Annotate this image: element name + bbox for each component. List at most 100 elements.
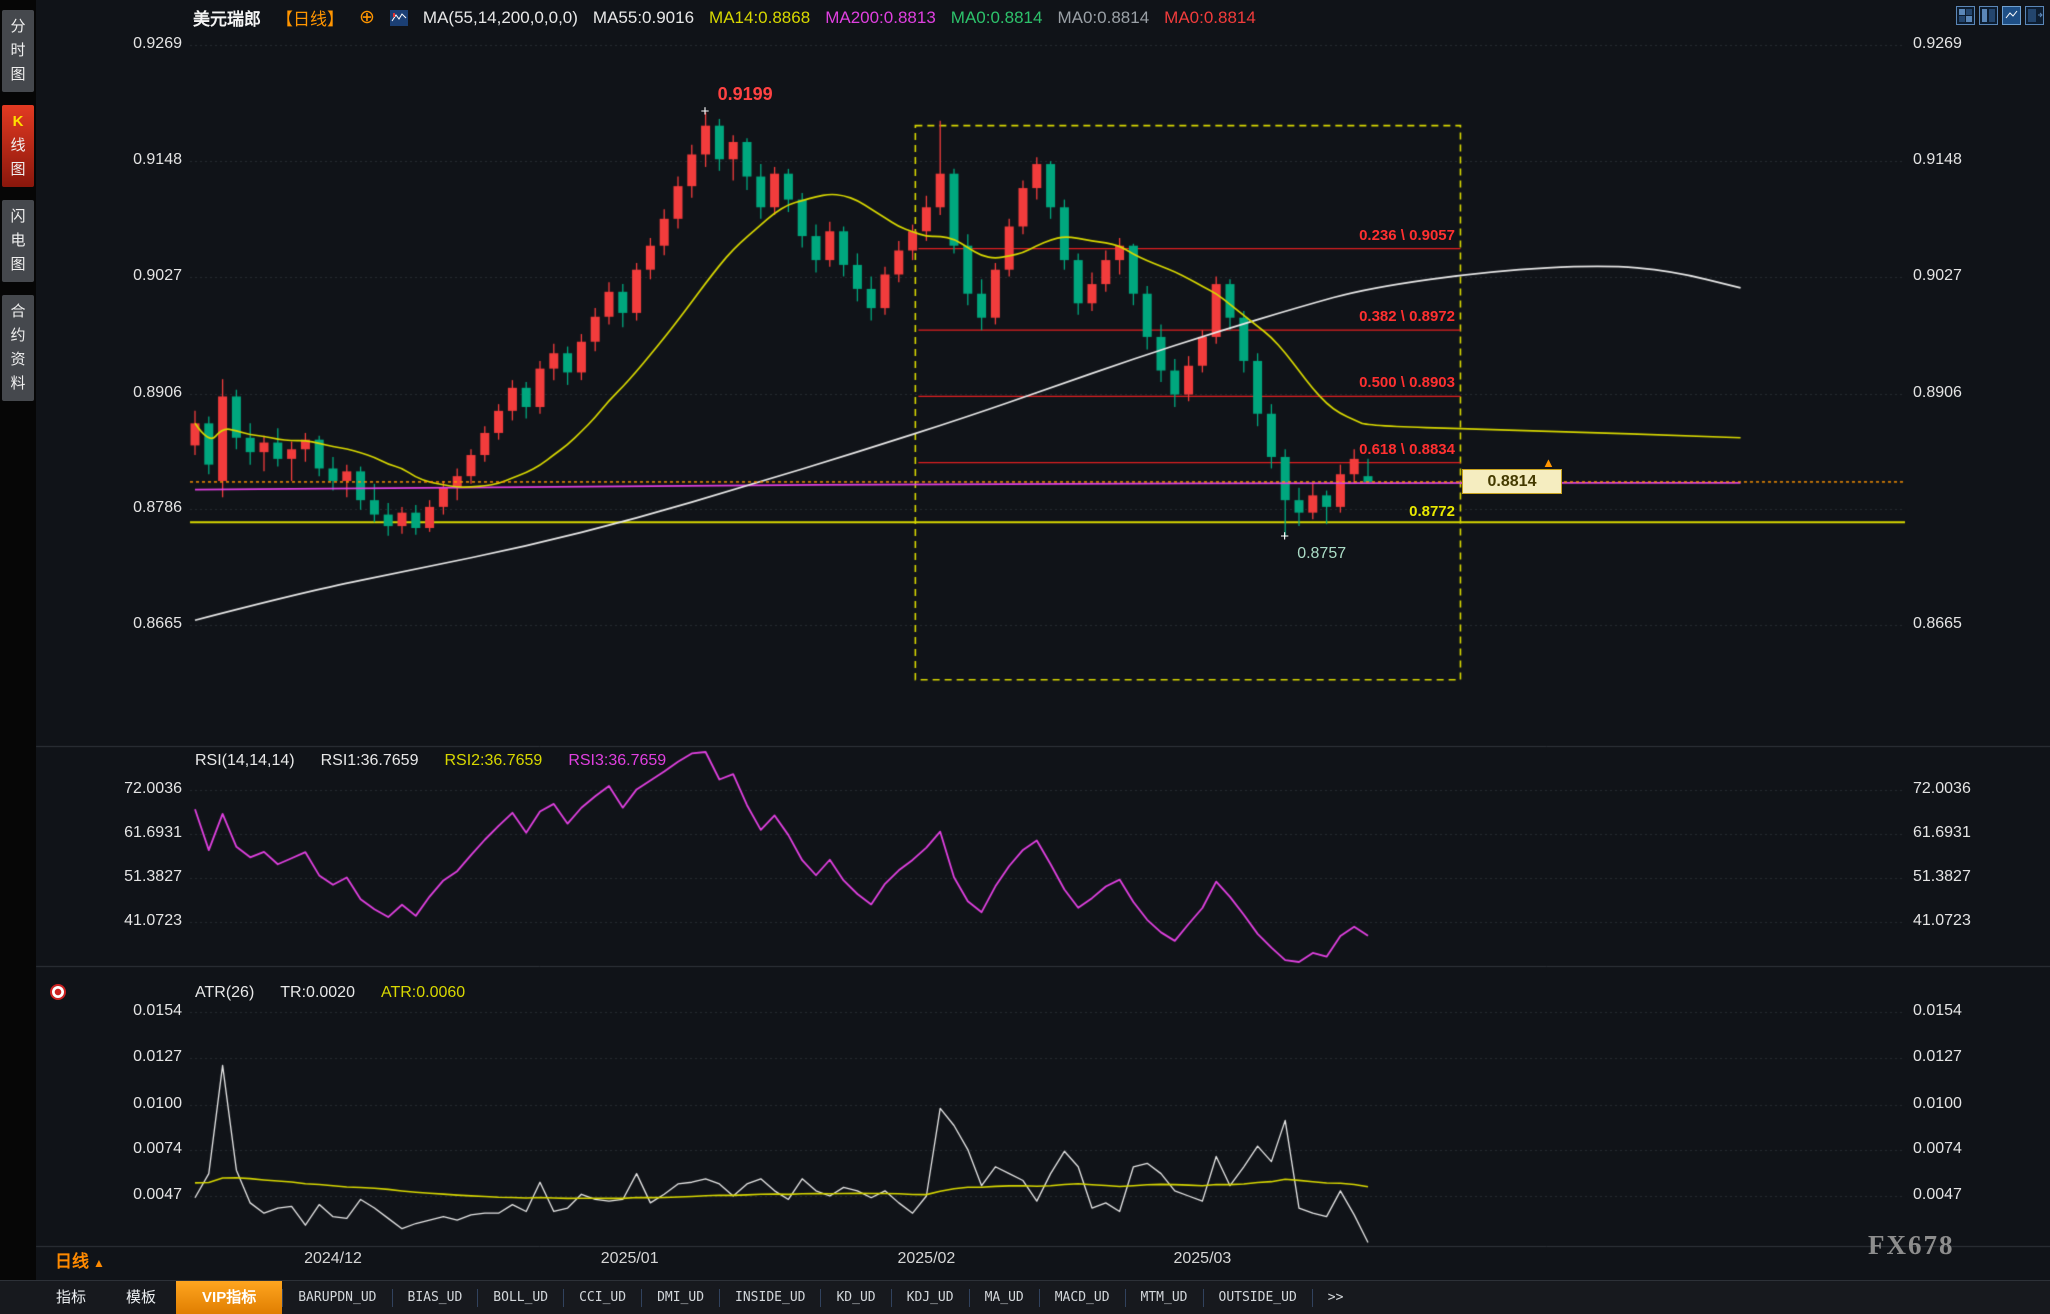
high-marker-icon: +	[700, 103, 710, 121]
atr-axis-label: 0.0127	[1913, 1048, 1962, 1066]
x-axis-date: 2024/12	[304, 1250, 362, 1267]
price-axis-label: 0.8906	[1913, 383, 1962, 401]
fib-level-label: 0.382 \ 0.8972	[1359, 308, 1455, 326]
rsi-value-label-3: RSI3:36.7659	[568, 752, 667, 769]
toolbar-tab-VIP指标[interactable]: VIP指标	[176, 1280, 283, 1314]
ma-value-label-1: MA55:0.9016	[592, 7, 695, 27]
ma-settings-label: MA(55,14,200,0,0,0)	[422, 7, 578, 27]
atr-title: ATR(26)	[195, 984, 255, 1001]
rsi-axis-label: 72.0036	[124, 780, 182, 797]
atr-value-label-1: TR:0.0020	[280, 984, 355, 1001]
rsi-header: RSI(14,14,14) RSI1:36.7659 RSI2:36.7659 RS…	[195, 752, 666, 770]
rsi-axis-label: 61.6931	[1913, 824, 1971, 841]
sidebar-item-contract-info[interactable]: 合约资料	[2, 295, 34, 401]
toolbar-indicator-MA_UD[interactable]: MA_UD	[968, 1288, 1039, 1307]
low-price-label: 0.8757	[1297, 544, 1347, 562]
ma-value-label-5: MA0:0.8814	[1057, 7, 1150, 27]
atr-axis-label: 0.0074	[1913, 1139, 1962, 1157]
toolbar-indicator-CCI_UD[interactable]: CCI_UD	[563, 1288, 641, 1307]
chevron-up-icon: ▲	[93, 1256, 105, 1270]
atr-axis-label: 0.0074	[133, 1139, 182, 1157]
period-selector[interactable]: 日线 ▲	[55, 1247, 105, 1272]
rsi-value-label-1: RSI1:36.7659	[320, 752, 419, 769]
toolbar-indicator-KD_UD[interactable]: KD_UD	[820, 1288, 890, 1307]
price-axis-label: 0.8665	[1913, 615, 1962, 632]
toolbar-indicator-BOLL_UD[interactable]: BOLL_UD	[477, 1288, 563, 1307]
price-axis-label: 0.9148	[133, 151, 182, 169]
atr-header: ATR(26) TR:0.0020 ATR:0.0060	[195, 984, 465, 1002]
toolbar-tab-指标[interactable]: 指标	[56, 1288, 87, 1306]
toolbar-indicator-MTM_UD[interactable]: MTM_UD	[1124, 1288, 1203, 1307]
price-axis-label: 0.8786	[133, 498, 182, 516]
layout-panel-icon[interactable]	[2025, 6, 2044, 25]
toolbar-indicator-OUTSIDE_UD[interactable]: OUTSIDE_UD	[1202, 1288, 1312, 1307]
period-selector-label: 日线	[55, 1252, 89, 1271]
fib-level-label: 0.618 \ 0.8834	[1359, 440, 1455, 458]
ma-value-label-6: MA0:0.8814	[1164, 7, 1256, 27]
rsi-value-label-2: RSI2:36.7659	[444, 752, 543, 769]
support-level-label: 0.8772	[1409, 503, 1455, 521]
price-axis-label: 0.8906	[133, 383, 182, 401]
ma-value-label-3: MA200:0.8813	[825, 7, 936, 27]
period-label: 【日线】	[276, 10, 344, 29]
rsi-title: RSI(14,14,14)	[195, 752, 295, 769]
rsi-axis-label: 41.0723	[1913, 912, 1971, 929]
atr-axis-label: 0.0047	[1913, 1186, 1962, 1203]
toolbar-indicator-INSIDE_UD[interactable]: INSIDE_UD	[719, 1288, 820, 1307]
price-axis-label: 0.9148	[1913, 151, 1962, 169]
toolbar-indicator-BIAS_UD[interactable]: BIAS_UD	[391, 1288, 478, 1307]
layout-columns-icon[interactable]	[1979, 6, 1998, 25]
toolbar-indicator-BARUPDN_UD[interactable]: BARUPDN_UD	[282, 1288, 391, 1307]
sidebar-item-lightning-chart[interactable]: 闪电图	[2, 200, 34, 282]
rsi-axis-label: 51.3827	[1913, 868, 1971, 885]
current-price-tag: 0.8814	[1462, 468, 1562, 494]
ma-values: MA55:0.9016 MA14:0.8868 MA200:0.8813 MA0:0.…	[593, 8, 1256, 28]
indicator-marker-icon[interactable]	[50, 984, 66, 1000]
layout-chart-icon[interactable]	[2002, 6, 2021, 25]
rsi-axis-label: 72.0036	[1913, 780, 1971, 797]
fib-level-label: 0.500 \ 0.8903	[1359, 374, 1455, 392]
price-axis-label: 0.9027	[133, 267, 182, 285]
chart-header: 美元瑞郎 【日线】 ⊕ MA(55,14,200,0,0,0) MA55:0.9…	[193, 5, 1256, 30]
candle-style-icon[interactable]	[389, 9, 408, 26]
rsi-axis-label: 41.0723	[124, 912, 182, 929]
x-axis-date: 2025/01	[600, 1250, 659, 1267]
ma-value-label-2: MA14:0.8868	[709, 7, 811, 27]
layout-quad-icon[interactable]	[1956, 6, 1975, 25]
atr-axis-label: 0.0154	[1913, 1002, 1962, 1019]
ma-value-label-4: MA0:0.8814	[950, 7, 1043, 27]
atr-axis-label: 0.0100	[133, 1094, 182, 1112]
price-pointer-icon: ▲	[1542, 454, 1555, 470]
toolbar-indicator-MACD_UD[interactable]: MACD_UD	[1038, 1288, 1125, 1307]
fib-level-label: 0.236 \ 0.9057	[1359, 226, 1455, 244]
sidebar-item-intraday-chart[interactable]: 分时图	[2, 10, 34, 92]
symbol-title: 美元瑞郎	[193, 10, 261, 29]
atr-value-label-2: ATR:0.0060	[380, 984, 466, 1001]
toolbar-tab-模板[interactable]: 模板	[126, 1288, 157, 1306]
atr-axis-label: 0.0047	[133, 1186, 182, 1203]
price-axis-label: 0.9269	[1913, 35, 1962, 52]
toolbar-indicator-DMI_UD[interactable]: DMI_UD	[641, 1288, 719, 1307]
layout-icons	[1956, 6, 2044, 25]
toolbar-indicator-KDJ_UD[interactable]: KDJ_UD	[890, 1288, 969, 1307]
rsi-axis-label: 61.6931	[124, 824, 182, 841]
high-price-label: 0.9199	[717, 84, 773, 105]
price-axis-label: 0.8665	[133, 615, 182, 632]
x-axis-date: 2025/02	[897, 1250, 956, 1267]
watermark: FX678	[1868, 1230, 1955, 1260]
atr-axis-label: 0.0154	[133, 1002, 182, 1019]
atr-axis-label: 0.0127	[133, 1048, 182, 1066]
toolbar-more-button[interactable]: >>	[1311, 1288, 1359, 1307]
atr-axis-label: 0.0100	[1913, 1094, 1962, 1112]
rsi-axis-label: 51.3827	[124, 868, 182, 885]
low-marker-icon: +	[1280, 527, 1289, 545]
price-axis-label: 0.9269	[133, 35, 182, 52]
bottom-toolbar: 指标 模板 VIP指标 BARUPDN_UD BIAS_UD BOLL_UD CCI_UD D…	[0, 1280, 2050, 1314]
x-axis-date: 2025/03	[1173, 1250, 1232, 1267]
add-indicator-icon[interactable]: ⊕	[359, 7, 375, 28]
